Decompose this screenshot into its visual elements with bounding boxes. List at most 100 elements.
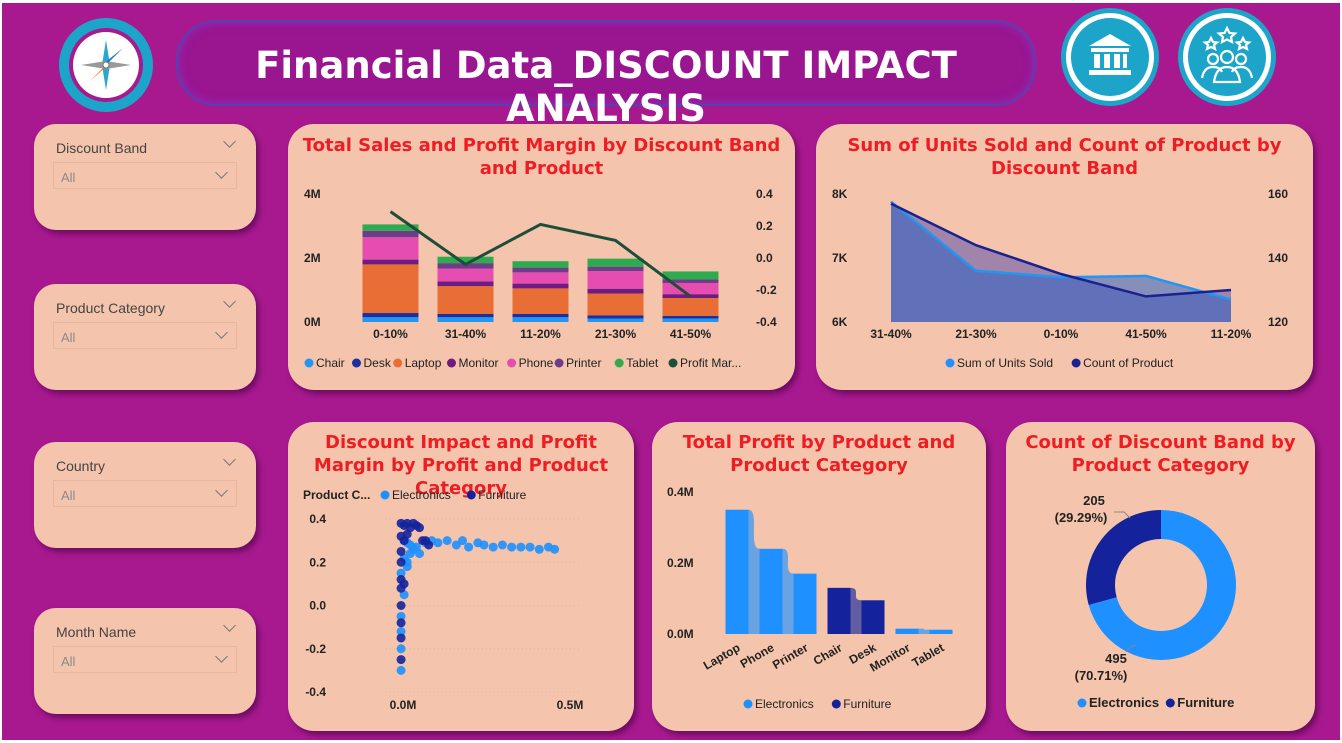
legend-marker <box>1165 698 1175 708</box>
y2-tick: 120 <box>1268 315 1288 329</box>
y-tick: 0M <box>304 315 321 329</box>
slicer-product-category[interactable]: Product Category All <box>34 284 256 390</box>
scatter-point <box>396 633 406 643</box>
scatter-point <box>396 665 406 675</box>
bar-segment <box>662 315 719 319</box>
card-discount-impact: Discount Impact and Profit Margin by Pro… <box>288 422 634 731</box>
scatter-point <box>415 549 424 559</box>
bar-segment <box>587 293 644 316</box>
legend-label: Furniture <box>843 697 891 711</box>
bar-segment <box>662 318 719 322</box>
y-tick: 0.0 <box>309 599 326 613</box>
discount-band-dropdown[interactable]: All <box>53 162 237 189</box>
legend-label: Monitor <box>459 356 499 370</box>
chart-discount-count[interactable]: 495 (70.71%) 205 (29.29%) Electronics Furnitu… <box>1006 422 1315 731</box>
compass-logo <box>59 18 153 112</box>
y-tick: 0.2M <box>667 556 694 570</box>
label-leader <box>1114 511 1131 519</box>
data-label: 495 <box>1105 651 1127 666</box>
bar-segment <box>437 256 494 264</box>
bar-segment <box>587 315 644 319</box>
scatter-point <box>396 557 406 567</box>
x-tick: 11-20% <box>1211 327 1252 341</box>
chevron-down-icon[interactable] <box>223 453 236 466</box>
scatter-point <box>433 538 443 548</box>
slicer-label: Discount Band <box>56 140 148 156</box>
units-sold-line <box>890 200 1232 301</box>
scatter-point <box>396 626 406 636</box>
bar-segment <box>437 268 494 282</box>
scatter-point <box>534 544 544 554</box>
chevron-down-icon[interactable] <box>223 295 236 308</box>
bar-segment <box>437 281 494 287</box>
ribbon-connector <box>782 548 794 634</box>
slicer-label: Month Name <box>56 624 137 640</box>
y2-tick: -0.2 <box>756 283 777 297</box>
scatter-point <box>507 542 517 552</box>
y2-tick: 0.2 <box>756 219 773 233</box>
slicer-month-name[interactable]: Month Name All <box>34 608 256 714</box>
bar-segment <box>512 317 569 322</box>
slicer-country[interactable]: Country All <box>34 442 256 548</box>
bar-segment <box>437 286 494 314</box>
x-tick: Chair <box>811 640 845 668</box>
legend-marker <box>393 358 403 368</box>
bar-segment <box>362 313 419 318</box>
x-tick: 41-50% <box>1125 327 1167 341</box>
legend-marker <box>447 358 456 368</box>
y-tick: 7K <box>832 251 848 265</box>
chart-title: Sum of Units Sold and Count of Product b… <box>847 135 1282 179</box>
legend-label: Profit Mar... <box>680 356 741 370</box>
count-of-product-line <box>890 202 1232 298</box>
x-tick: 21-30% <box>955 327 997 341</box>
scatter-point <box>396 655 406 665</box>
scatter-point <box>415 523 424 533</box>
bar <box>895 628 919 634</box>
bar-segment <box>587 288 644 294</box>
product-category-dropdown[interactable]: All <box>53 322 237 349</box>
chart-discount-impact[interactable]: Product C... Electronics Furniture -0.4 -0.2… <box>288 422 634 731</box>
card-units-sold: Sum of Units Sold and Count of Product b… <box>816 124 1313 390</box>
slicer-label: Country <box>56 458 106 474</box>
bar-segment <box>662 298 719 316</box>
chevron-down-icon[interactable] <box>223 135 236 148</box>
bar-segment <box>512 288 569 314</box>
y-tick: 0.4 <box>309 512 326 526</box>
team-stars-icon <box>1200 26 1254 84</box>
scatter-point <box>396 601 406 610</box>
country-dropdown[interactable]: All <box>53 480 237 507</box>
units-sold-area <box>891 201 1231 322</box>
bar-segment <box>437 314 494 318</box>
scatter-point <box>525 542 535 552</box>
legend-marker <box>1071 358 1081 368</box>
bar-segment <box>362 317 419 322</box>
chart-sales-profit-margin[interactable]: 0M 2M 4M -0.4 -0.2 0.0 0.2 0.4 0-10% 31-40% 11-20%… <box>288 124 795 390</box>
bar-segment <box>587 271 644 289</box>
month-name-dropdown[interactable]: All <box>53 646 237 673</box>
card-total-profit: Total Profit by Product and Product Cate… <box>652 422 986 731</box>
chart-units-sold[interactable]: 6K 7K 8K 120 140 160 31-40% 21-30% 0-10% 41-50% 11… <box>816 124 1313 390</box>
data-label: (70.71%) <box>1075 668 1128 683</box>
data-label: (29.29%) <box>1055 510 1108 525</box>
scatter-point <box>464 542 474 552</box>
chevron-down-icon[interactable] <box>223 619 236 632</box>
team-badge <box>1178 8 1276 106</box>
y-tick: 4M <box>304 187 321 201</box>
bar-segment <box>437 317 494 322</box>
bar-segment <box>362 264 419 314</box>
y2-tick: 0.0 <box>756 251 773 265</box>
bar-segment <box>587 266 644 272</box>
x-tick: Printer <box>770 640 811 672</box>
bank-icon <box>1089 34 1131 75</box>
card-sales-profit-margin: Total Sales and Profit Margin by Discoun… <box>288 124 795 390</box>
y-tick: 0.0M <box>667 627 694 641</box>
x-tick: Laptop <box>701 640 743 672</box>
y-tick: 2M <box>304 251 321 265</box>
scatter-point <box>396 618 406 628</box>
y-tick: -0.4 <box>305 685 326 699</box>
slicer-discount-band[interactable]: Discount Band All <box>34 124 256 230</box>
x-tick: 31-40% <box>445 327 487 341</box>
bar-segment <box>512 283 569 289</box>
scatter-point <box>516 542 526 552</box>
